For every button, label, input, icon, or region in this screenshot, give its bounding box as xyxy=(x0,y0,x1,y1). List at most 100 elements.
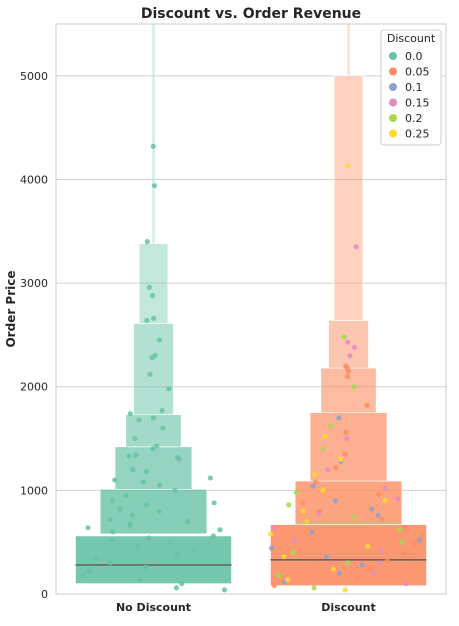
data-point xyxy=(320,487,326,493)
data-point xyxy=(150,143,156,149)
data-point xyxy=(154,443,160,449)
data-point xyxy=(347,353,353,359)
data-point xyxy=(107,560,114,566)
data-point xyxy=(217,527,223,533)
data-point xyxy=(345,163,351,169)
data-point xyxy=(342,451,348,457)
data-point xyxy=(304,518,310,525)
data-point xyxy=(136,417,142,423)
data-point xyxy=(112,477,118,483)
data-point xyxy=(359,562,365,568)
data-point xyxy=(151,315,157,321)
data-point xyxy=(166,539,173,545)
data-point xyxy=(300,508,306,514)
data-point xyxy=(94,556,100,562)
data-point xyxy=(149,355,155,361)
data-point xyxy=(327,423,334,429)
data-point xyxy=(271,583,277,589)
data-point xyxy=(146,284,153,290)
data-point xyxy=(151,183,158,189)
y-tick-label: 1000 xyxy=(20,484,48,497)
data-point xyxy=(418,533,425,539)
data-point xyxy=(312,472,318,478)
data-point xyxy=(126,453,132,459)
data-point xyxy=(311,585,317,591)
data-point xyxy=(157,482,163,488)
data-point xyxy=(291,537,298,543)
data-point xyxy=(309,529,315,535)
data-point xyxy=(173,585,180,591)
y-tick-label: 0 xyxy=(41,588,48,601)
data-point xyxy=(179,581,185,587)
data-point xyxy=(281,554,287,560)
data-point xyxy=(336,415,342,421)
data-point xyxy=(375,512,381,518)
data-point xyxy=(341,334,347,340)
data-point xyxy=(166,386,172,392)
data-point xyxy=(351,344,358,350)
data-point xyxy=(402,549,408,556)
data-point xyxy=(369,506,375,512)
data-point xyxy=(149,292,156,299)
data-point xyxy=(271,525,277,531)
chart-title: Discount vs. Order Revenue xyxy=(141,6,361,22)
data-point xyxy=(159,407,165,414)
data-point xyxy=(109,537,115,543)
data-point xyxy=(176,456,182,462)
data-point xyxy=(174,552,180,558)
data-point xyxy=(345,339,351,345)
data-point xyxy=(290,549,296,556)
boxen-box xyxy=(270,524,427,587)
data-point xyxy=(129,512,135,518)
data-point xyxy=(144,502,150,508)
data-point xyxy=(378,547,384,554)
data-point xyxy=(364,402,370,408)
boxen-box xyxy=(99,489,208,535)
y-axis-title: Order Price xyxy=(4,270,18,347)
data-point xyxy=(221,587,228,593)
boxen-box xyxy=(138,243,169,324)
points-layer xyxy=(80,143,425,593)
data-point xyxy=(367,566,373,572)
y-tick-label: 2000 xyxy=(20,381,48,394)
data-point xyxy=(86,568,93,574)
legend-label: 0.15 xyxy=(405,97,430,110)
legend-label: 0.25 xyxy=(405,128,430,141)
data-point xyxy=(338,456,344,462)
legend-title: Discount xyxy=(387,32,436,45)
data-point xyxy=(107,516,113,522)
boxen-box xyxy=(75,535,232,584)
boxen-box xyxy=(346,23,351,77)
data-point xyxy=(135,543,141,549)
data-point xyxy=(207,475,213,481)
data-point xyxy=(117,506,123,512)
data-point xyxy=(316,510,322,516)
legend-marker xyxy=(389,52,397,60)
data-point xyxy=(350,514,356,520)
data-point xyxy=(144,317,150,323)
data-point xyxy=(324,554,330,560)
data-point xyxy=(353,244,359,250)
data-point xyxy=(382,498,388,504)
legend-marker xyxy=(389,83,397,91)
data-point xyxy=(143,564,149,570)
data-point xyxy=(184,518,191,525)
data-point xyxy=(379,516,385,522)
legend: Discount 0.0 0.05 0.1 0.15 0.2 0.25 xyxy=(380,29,442,146)
legend-label: 0.0 xyxy=(405,50,423,63)
data-point xyxy=(376,491,382,498)
boxen-box xyxy=(333,75,364,321)
axis-layer: 0 1000 2000 3000 4000 5000 No Discount Discount xyxy=(20,70,376,614)
legend-label: 0.2 xyxy=(405,112,423,125)
boxen-box xyxy=(309,412,388,482)
boxen-box xyxy=(114,446,193,490)
data-point xyxy=(342,587,348,593)
data-point xyxy=(351,384,357,390)
data-point xyxy=(172,487,178,493)
legend-marker xyxy=(389,67,397,76)
data-point xyxy=(156,337,163,343)
data-point xyxy=(412,541,418,547)
legend-label: 0.05 xyxy=(405,66,430,79)
